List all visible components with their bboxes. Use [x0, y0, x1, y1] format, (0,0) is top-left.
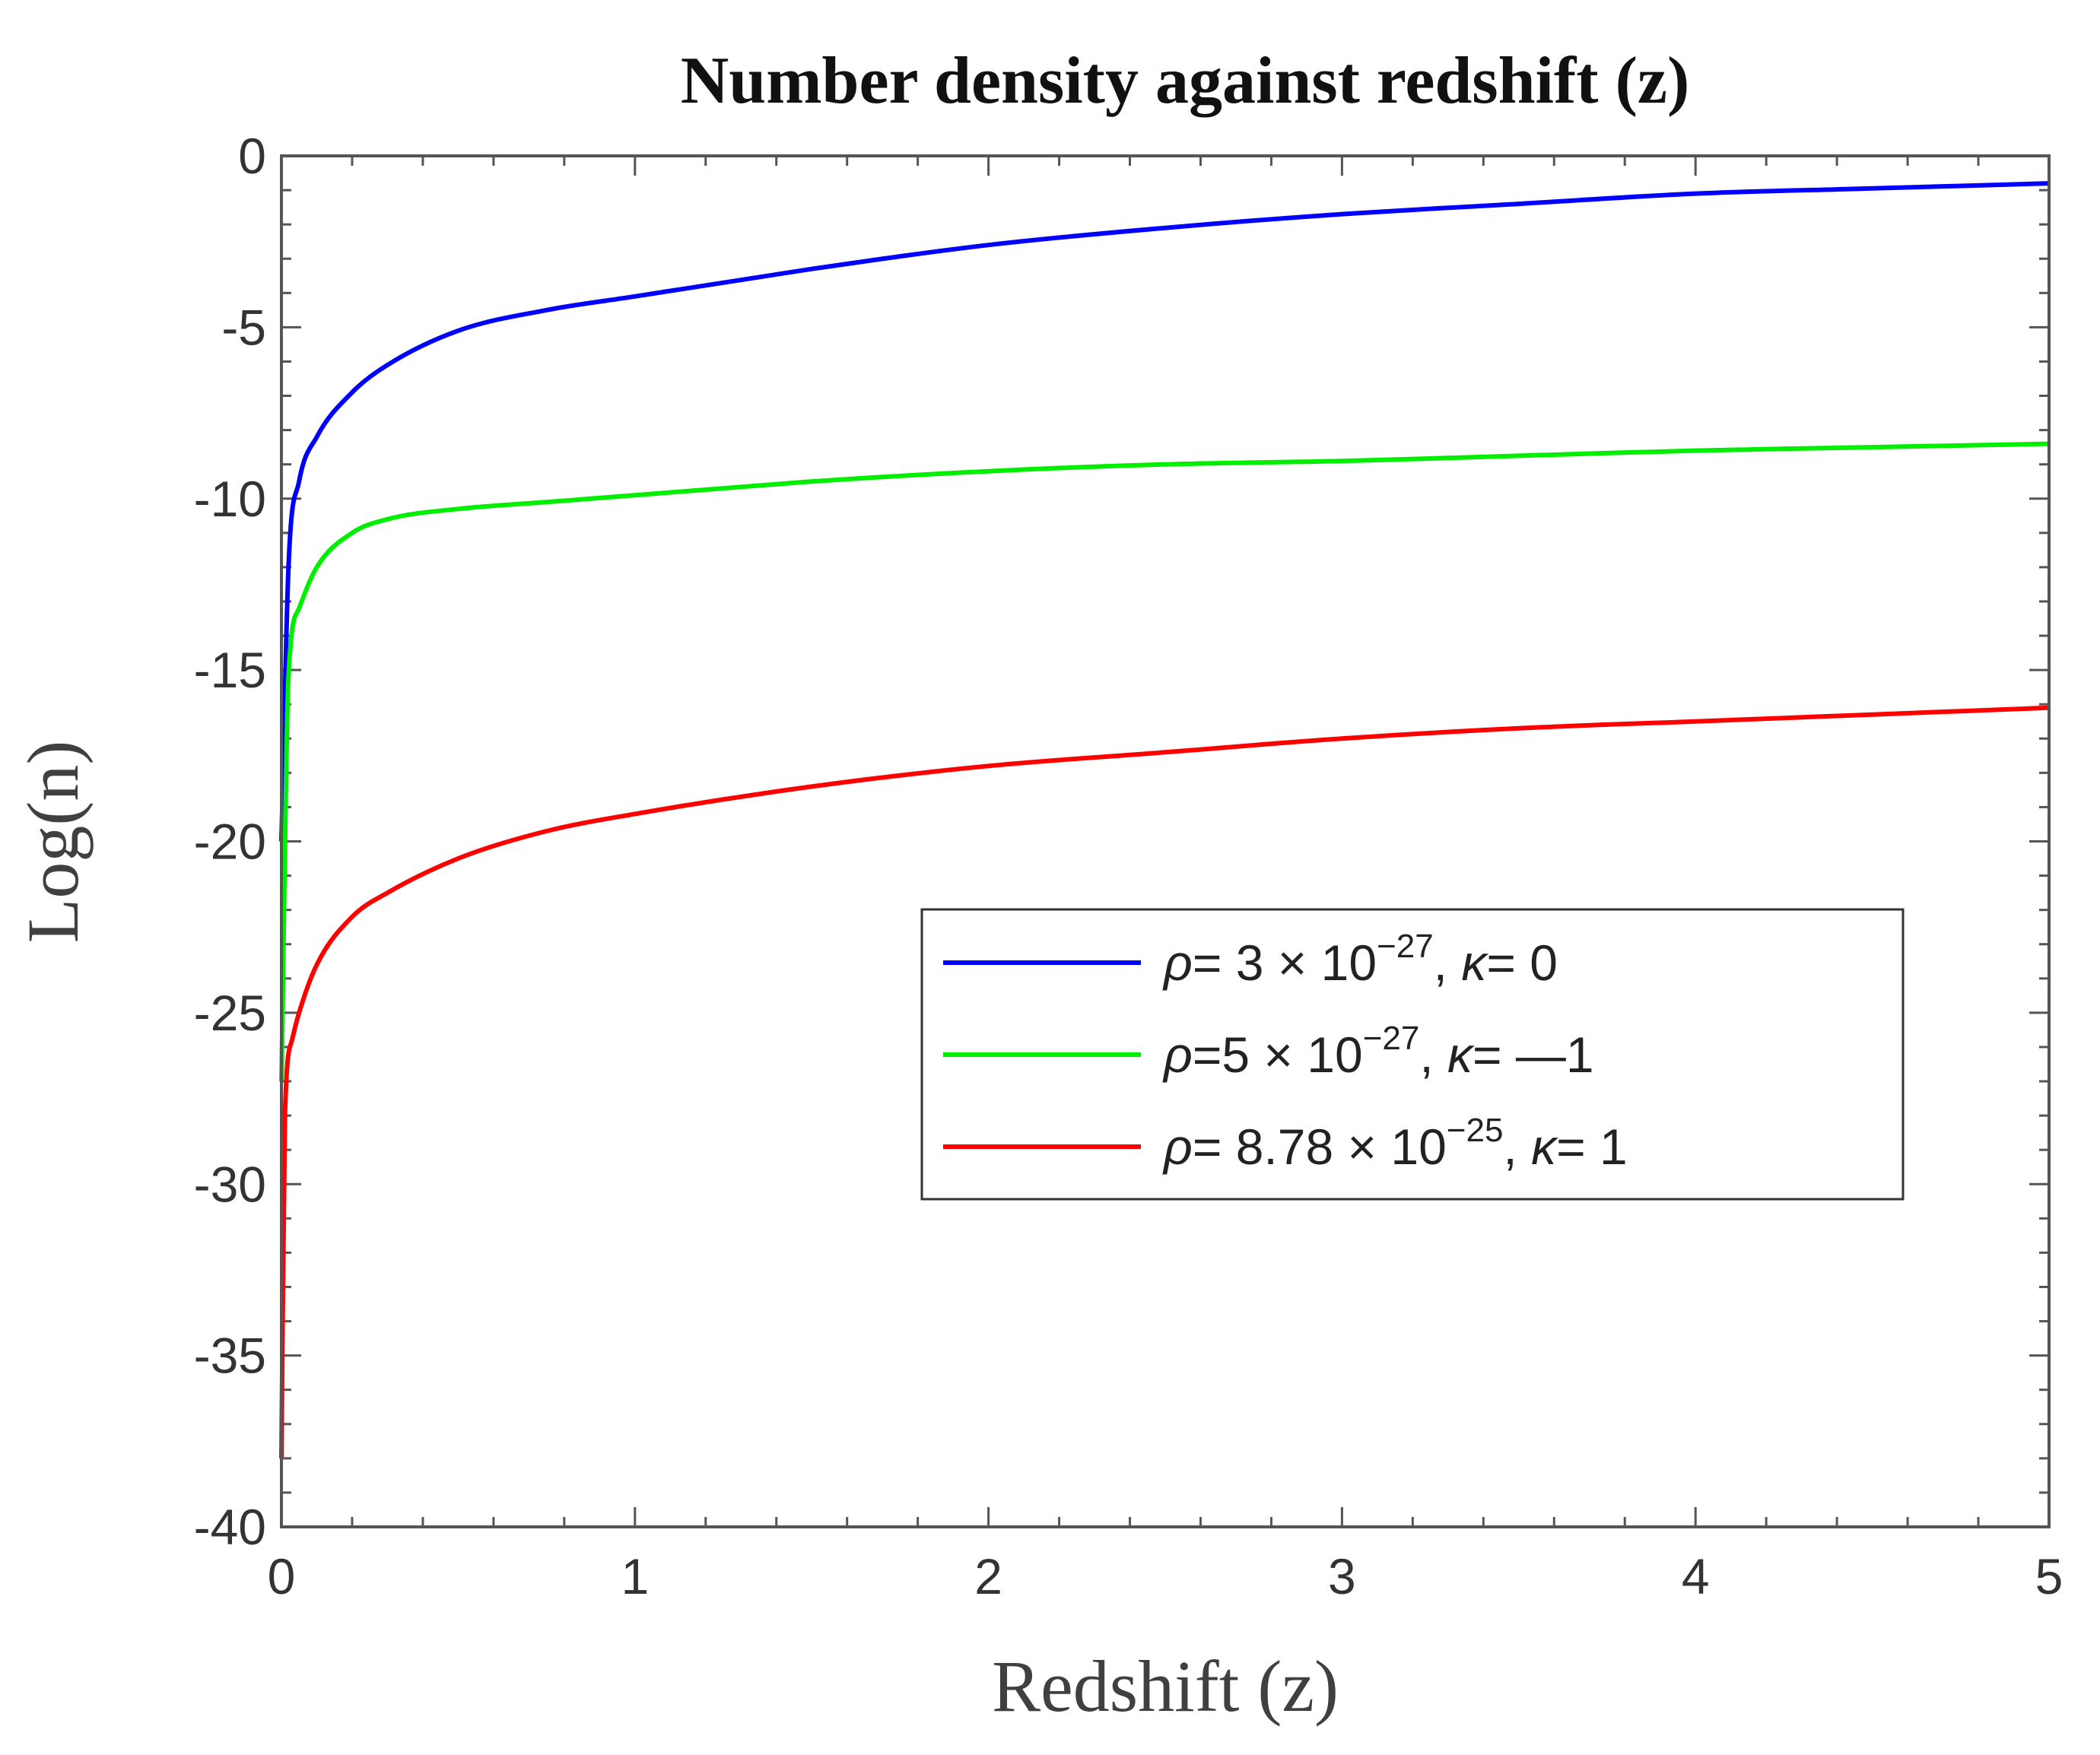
series-line-1	[279, 441, 2050, 1082]
x-tick-label: 3	[1328, 1548, 1356, 1604]
y-tick-label: -15	[194, 642, 266, 698]
series-lines	[279, 181, 2050, 1458]
series-line-0	[279, 181, 2050, 842]
y-tick-label: -20	[194, 814, 266, 870]
x-tick-label: 4	[1682, 1548, 1710, 1604]
y-tick-label: -25	[194, 985, 266, 1041]
legend-label-0: ρ= 3 × 10−27, κ= 0	[1162, 928, 1558, 991]
x-tick-label: 2	[974, 1548, 1002, 1604]
chart-title: Number density against redshift (z)	[681, 44, 1690, 118]
x-axis-label: Redshift (z)	[992, 1646, 1339, 1727]
plot-frame	[280, 154, 2051, 1528]
y-tick-label: -40	[194, 1499, 266, 1555]
y-tick-label: 0	[238, 128, 266, 184]
y-tick-label: -5	[221, 299, 266, 355]
y-tick-label: -35	[194, 1328, 266, 1384]
y-axis-label: Log(n)	[12, 741, 94, 944]
x-tick-label: 1	[621, 1548, 649, 1604]
series-line-2	[279, 705, 2050, 1458]
legend-label-2: ρ= 8.78 × 10−25, κ= 1	[1162, 1112, 1628, 1175]
axis-tick-labels: 0 1 2 3 4 5 0 -5 -10 -15 -20 -25 -30 -35 -40	[194, 128, 2063, 1604]
x-tick-label: 0	[268, 1548, 296, 1604]
axis-ticks	[280, 154, 2051, 1528]
legend-label-1: ρ=5 × 10−27, κ= —1	[1162, 1020, 1594, 1083]
y-tick-label: -10	[194, 471, 266, 527]
legend: ρ= 3 × 10−27, κ= 0 ρ=5 × 10−27, κ= —1 ρ=…	[920, 908, 1905, 1201]
y-tick-label: -30	[194, 1156, 266, 1212]
x-tick-label: 5	[2035, 1548, 2063, 1604]
